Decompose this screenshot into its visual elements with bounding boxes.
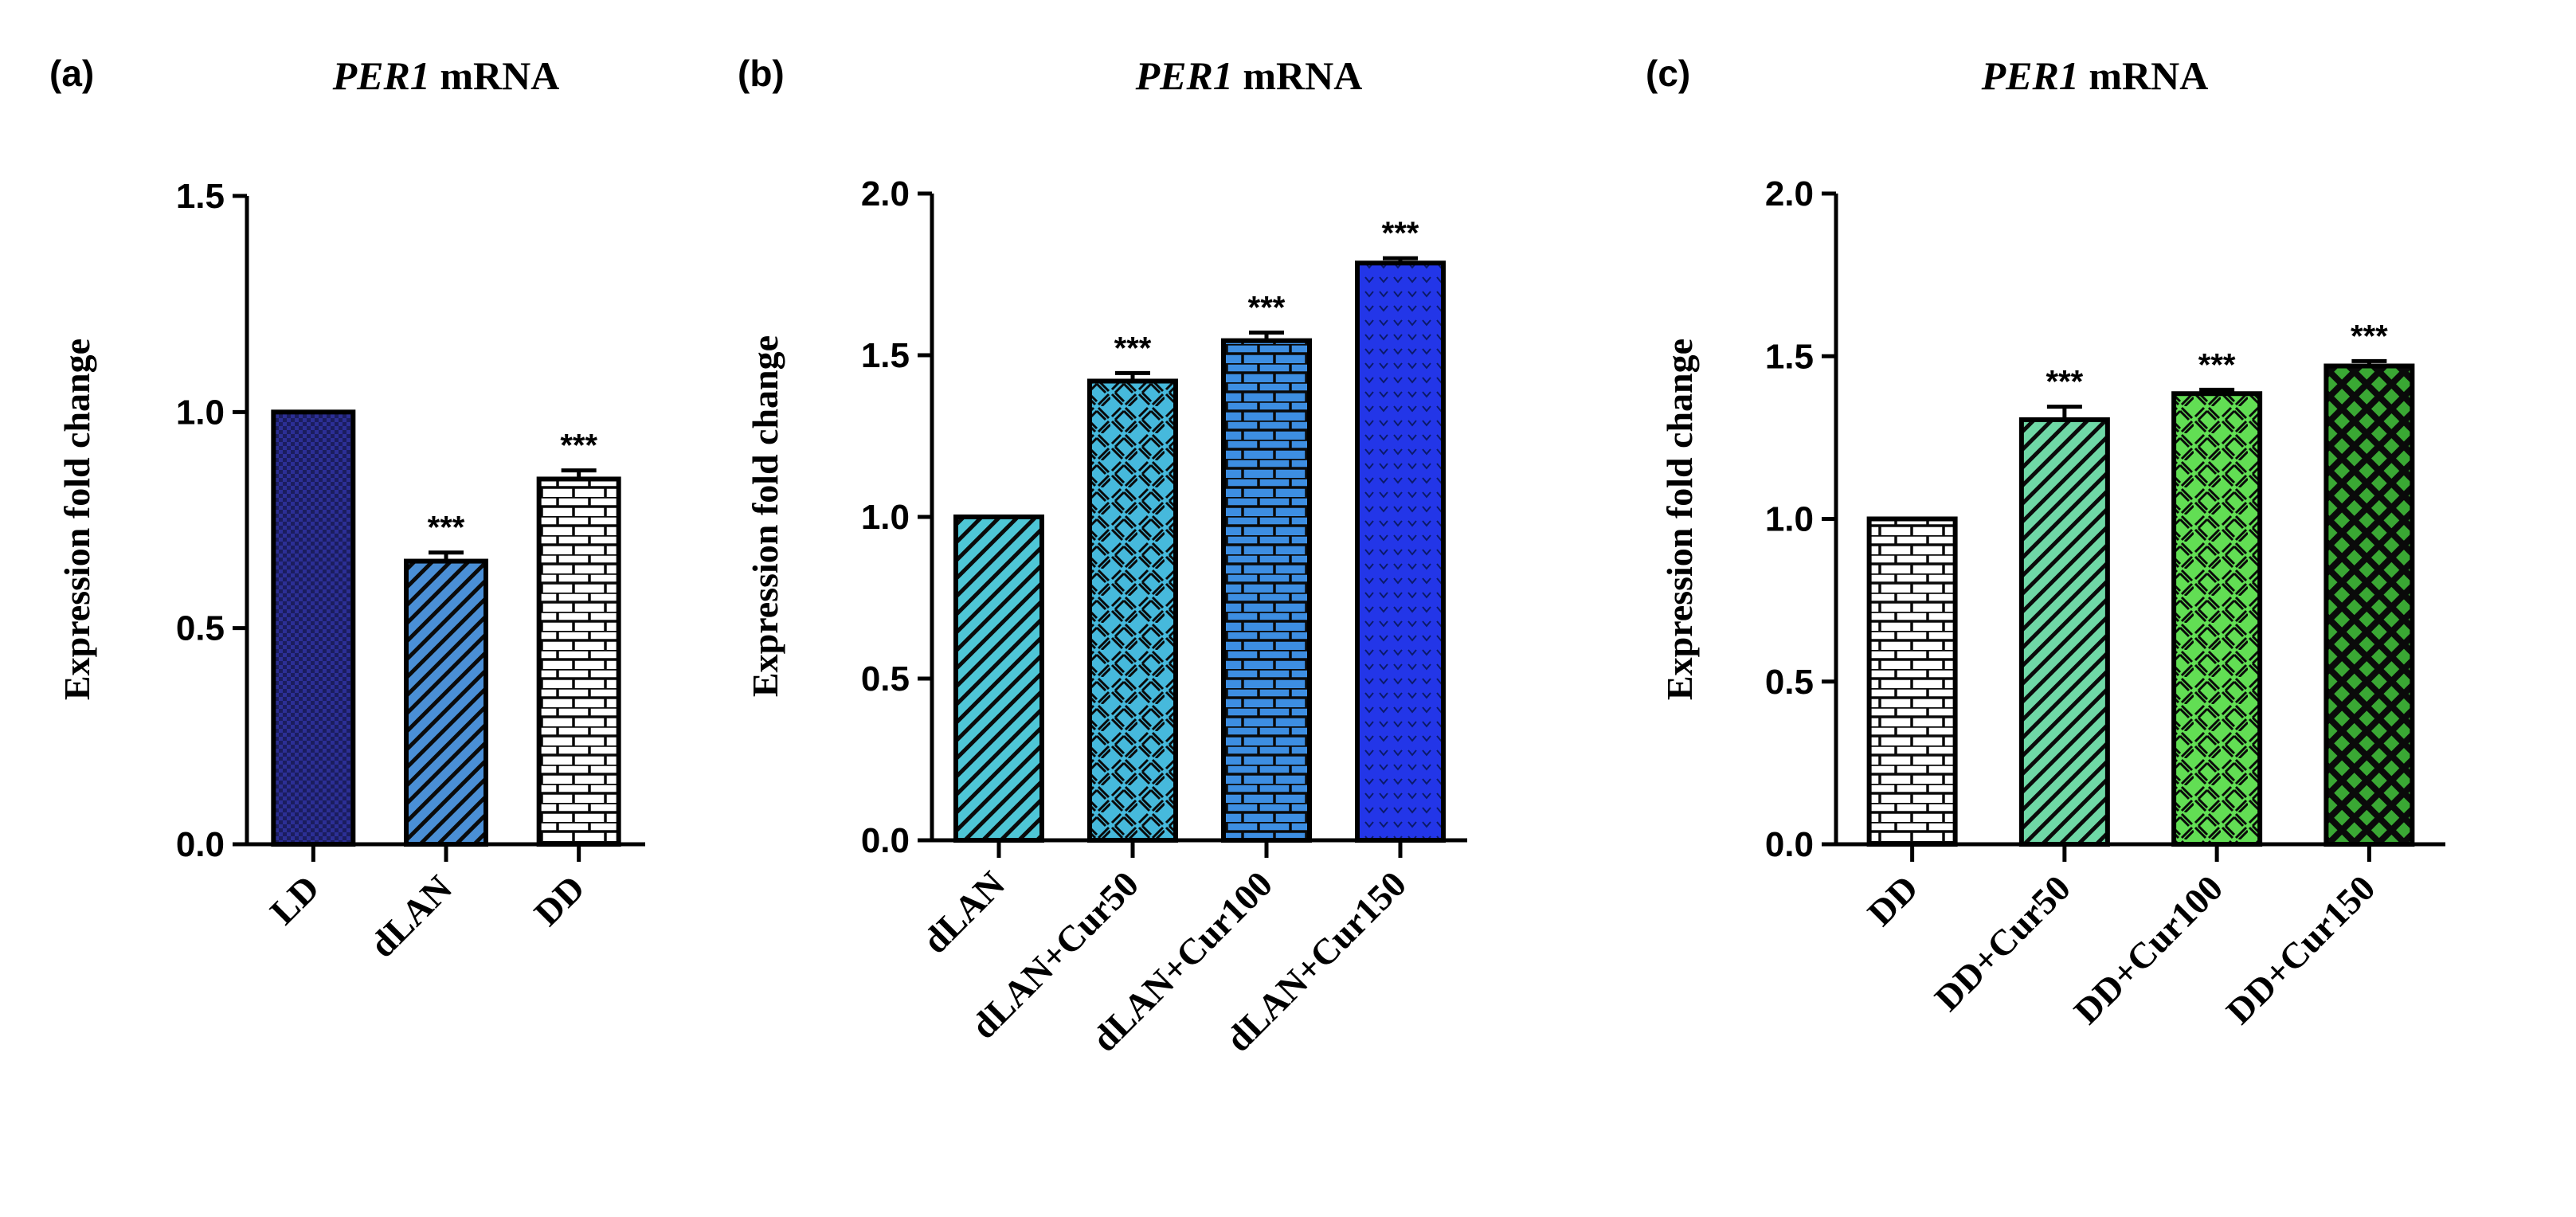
significance-label: ***	[2046, 365, 2084, 400]
y-tick-label: 0.5	[1765, 663, 1814, 702]
significance-label: ***	[1114, 331, 1152, 366]
panel-b-title: PER1 mRNA	[1135, 53, 1363, 98]
bar-ld	[271, 409, 356, 847]
error-bar	[2199, 387, 2235, 394]
y-tick-label: 0.5	[176, 609, 225, 648]
error-bar	[1383, 256, 1418, 264]
y-tick-label: 1.0	[176, 393, 225, 432]
significance-label: ***	[1382, 216, 1419, 251]
panel-c-letter: (c)	[1646, 53, 1690, 94]
panel-a-y-axis-title: Expression fold change	[57, 338, 97, 700]
panel-c-chart: 0.0 0.5 1.0 1.5 2.0 DD *** DD+Cur50 *** DD+Cur100…	[1765, 174, 2445, 1031]
significance-label: ***	[2351, 319, 2388, 354]
x-tick-label: DD	[1860, 867, 1926, 933]
y-tick-label: 2.0	[861, 174, 910, 213]
bar-dlan	[953, 515, 1044, 843]
bar-dd-cur150	[2323, 363, 2415, 847]
error-bar	[1115, 370, 1150, 382]
bar-dlan-cur50	[1087, 378, 1178, 843]
error-bar	[429, 550, 464, 562]
error-bar	[561, 468, 597, 479]
panel-c-y-axis-title: Expression fold change	[1659, 338, 1700, 700]
error-bar	[2046, 405, 2082, 420]
significance-label: ***	[1248, 291, 1286, 326]
bar-dlan-cur100	[1221, 338, 1312, 843]
panel-b-title-gene: PER1	[1135, 53, 1233, 98]
panel-a-chart: 0.0 0.5 1.0 1.5 LD *** dLAN *** DD	[176, 177, 645, 965]
y-tick-label: 1.0	[861, 498, 910, 537]
y-tick-label: 1.5	[861, 336, 910, 375]
bar-dd	[536, 476, 621, 847]
y-tick-label: 0.5	[861, 659, 910, 699]
panel-a-title: PER1 mRNA	[332, 53, 560, 98]
panel-c-title: PER1 mRNA	[1981, 53, 2209, 98]
significance-label: ***	[560, 428, 597, 464]
error-bar	[2351, 358, 2387, 366]
x-tick-label: DD	[527, 867, 593, 933]
panel-b-letter: (b)	[738, 53, 785, 94]
y-tick-label: 2.0	[1765, 174, 1814, 213]
bar-dlan	[404, 558, 488, 847]
panel-c: (c) PER1 mRNA Expression fold change 0.0…	[1646, 53, 2445, 1031]
x-tick-label: LD	[262, 867, 327, 932]
bar-dd-cur50	[2018, 417, 2110, 847]
bar-dd	[1866, 516, 1958, 847]
panel-b-chart: 0.00.51.01.52.0dLAN***dLAN+Cur50***dLAN+…	[861, 174, 1467, 1059]
panel-a-letter: (a)	[49, 53, 94, 94]
significance-label: ***	[2198, 347, 2236, 382]
y-tick-label: 1.5	[176, 177, 225, 216]
y-tick-label: 0.0	[861, 821, 910, 860]
y-tick-label: 0.0	[1765, 825, 1814, 864]
panel-b-y-axis-title: Expression fold change	[745, 335, 785, 697]
panel-a-title-gene: PER1	[332, 53, 430, 98]
error-bar	[1249, 331, 1284, 341]
bar-dd-cur100	[2171, 391, 2263, 847]
y-tick-label: 1.0	[1765, 500, 1814, 539]
x-tick-label: dLAN	[914, 863, 1012, 961]
bar-dlan-cur150	[1355, 260, 1446, 843]
panel-b-title-suffix: mRNA	[1233, 53, 1362, 98]
y-tick-label: 1.5	[1765, 337, 1814, 376]
significance-label: ***	[428, 511, 465, 546]
x-tick-label: DD+Cur50	[1927, 867, 2078, 1019]
panel-a-title-suffix: mRNA	[430, 53, 559, 98]
panel-b: (b) PER1 mRNA Expression fold change 0.0…	[738, 53, 1467, 1059]
panel-c-title-suffix: mRNA	[2079, 53, 2208, 98]
x-tick-label: dLAN	[362, 867, 460, 965]
panel-c-title-gene: PER1	[1981, 53, 2079, 98]
y-tick-label: 0.0	[176, 825, 225, 864]
x-tick-label: DD+Cur100	[2066, 867, 2230, 1031]
x-tick-label: DD+Cur150	[2218, 867, 2382, 1031]
panel-a: (a) PER1 mRNA Expression fold change 0.0…	[49, 53, 645, 965]
